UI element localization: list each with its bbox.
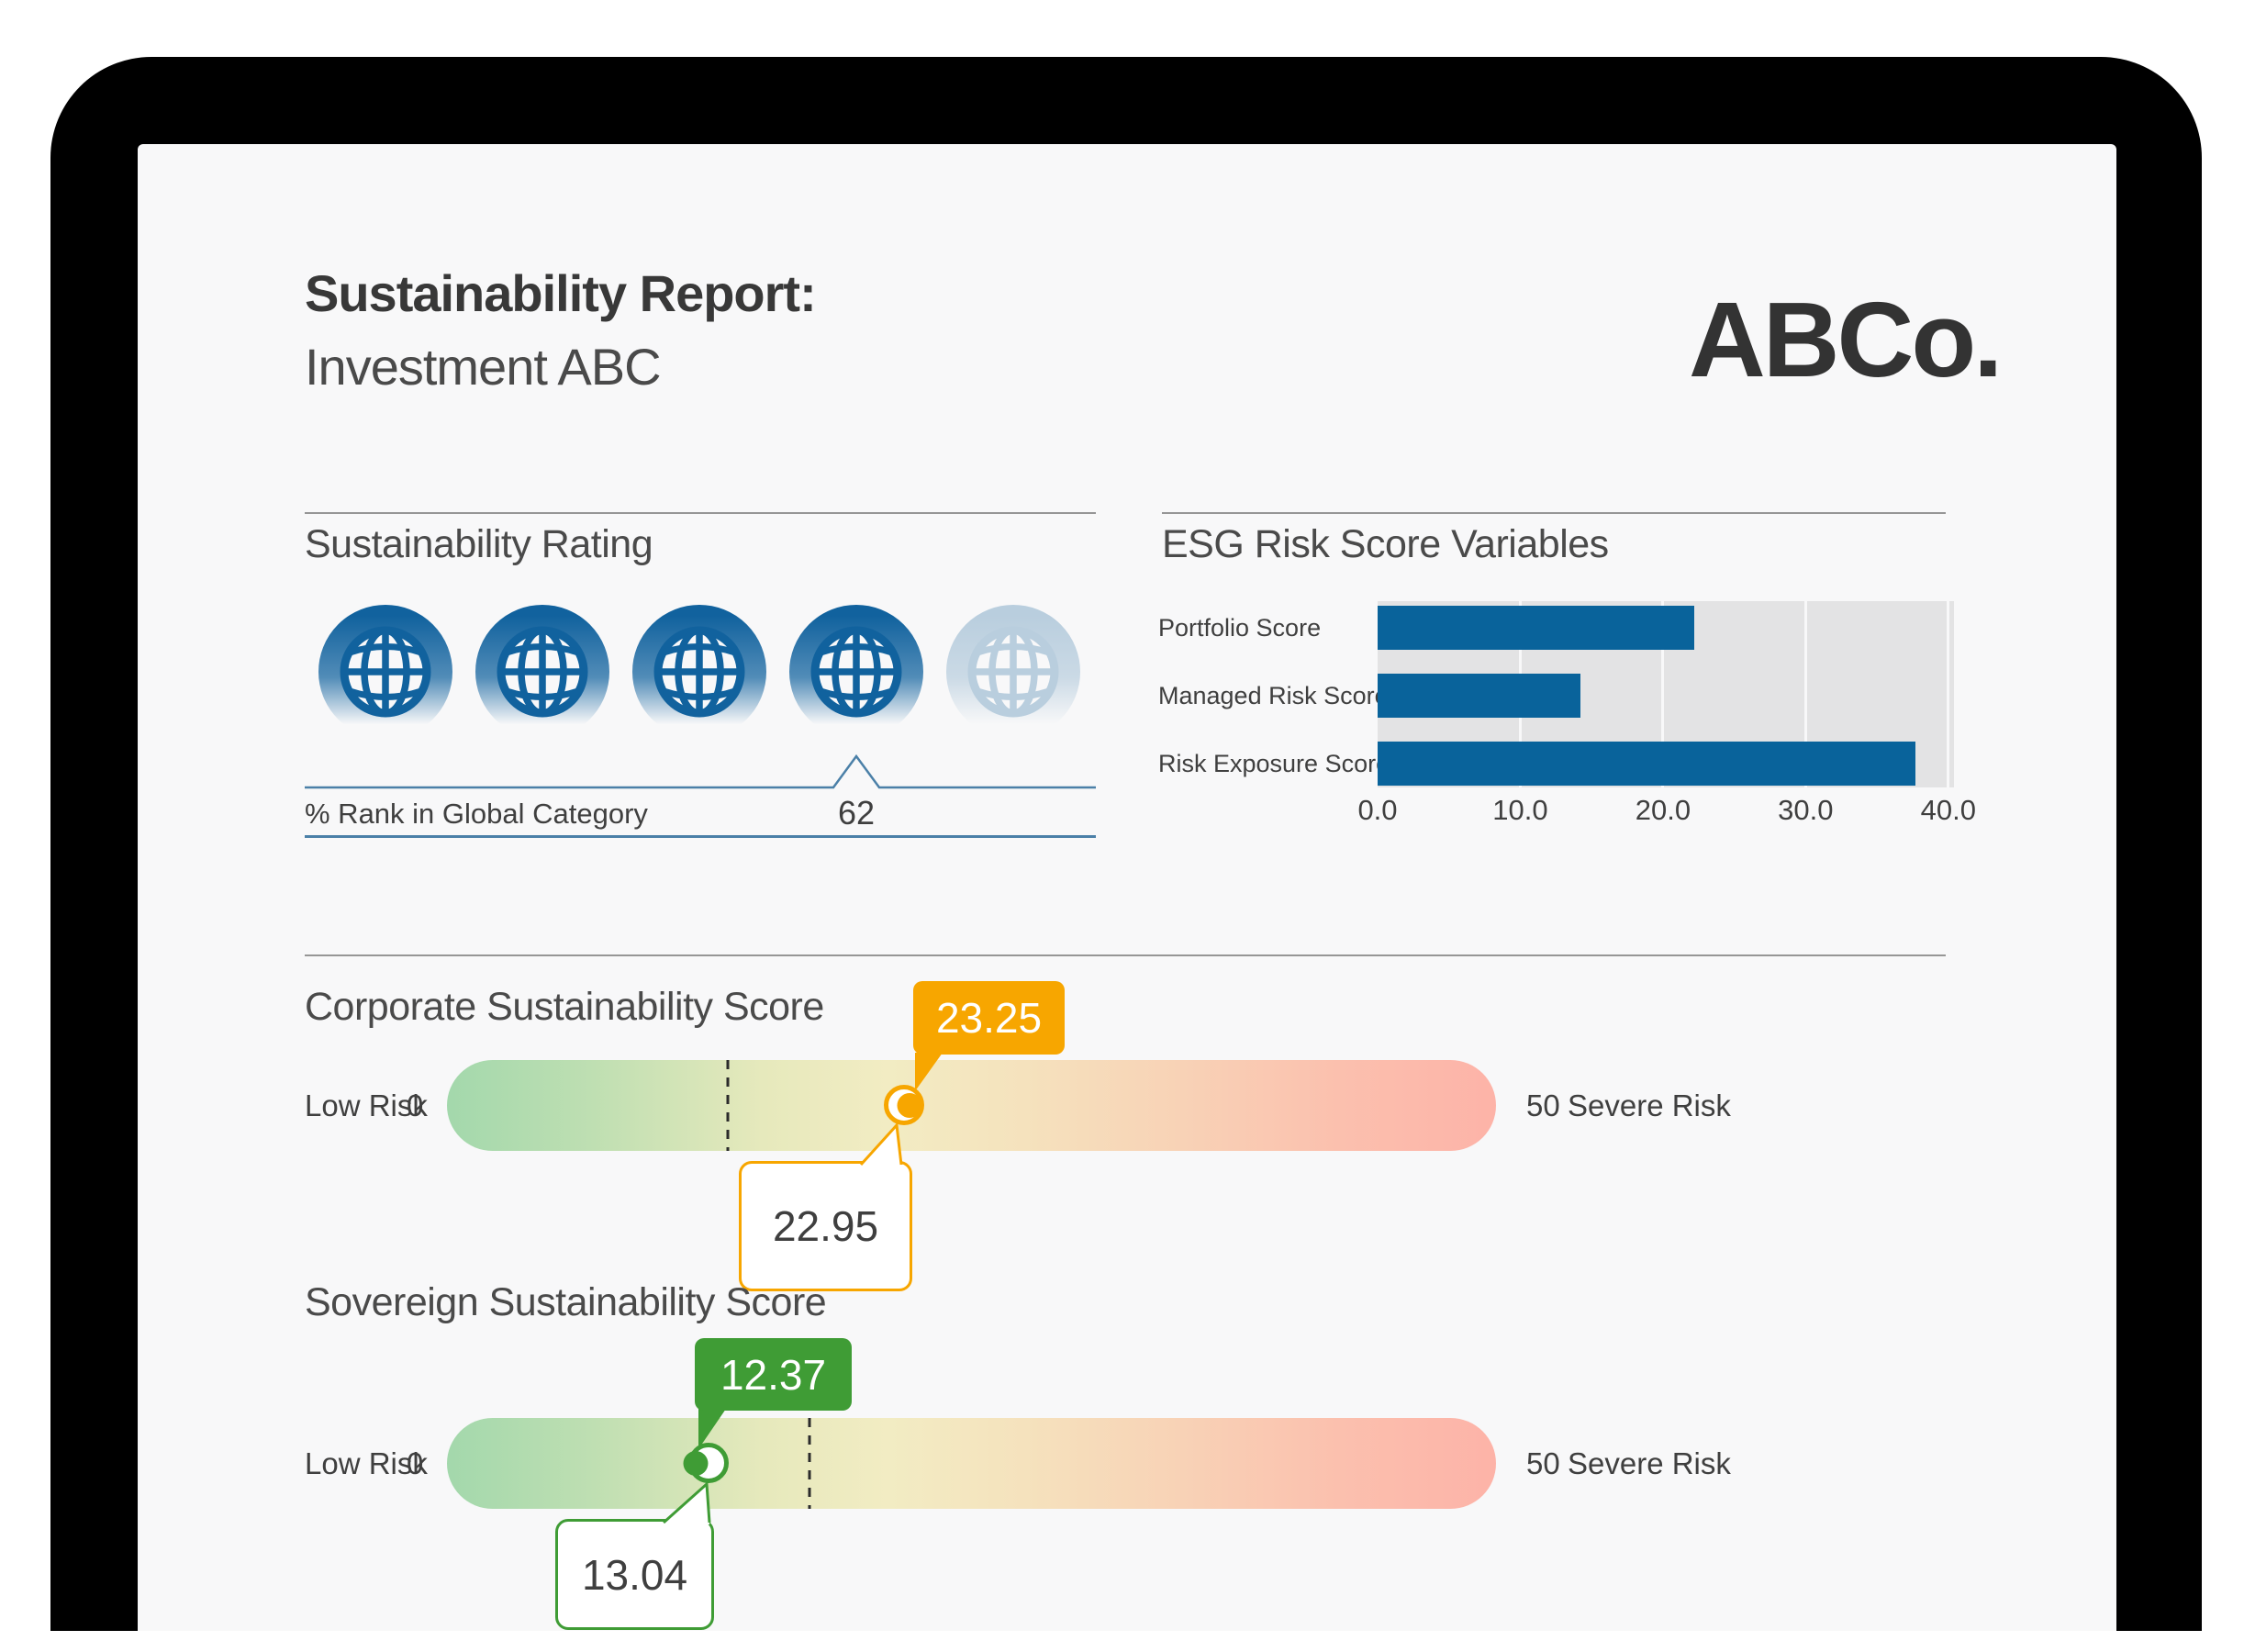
- rank-value: 62: [837, 794, 876, 832]
- sovereign-risk-gradient-bar: [447, 1418, 1496, 1509]
- corporate-low-risk-label: Low Risk: [305, 1088, 428, 1122]
- report-title-line1: Sustainability Report:: [305, 264, 817, 322]
- globe-icon-filled: [632, 605, 766, 739]
- sovereign-callout-tail: [663, 1480, 711, 1524]
- globe-rating: [317, 603, 1082, 741]
- report-screen: Sustainability Report: Investment ABC AB…: [138, 144, 2116, 1631]
- sovereign-bubble-tail: [698, 1409, 726, 1449]
- sovereign-min-label: 0: [407, 1446, 424, 1480]
- globe-icon-filled: [475, 605, 609, 739]
- rating-section-rule: [305, 512, 1096, 514]
- corporate-callout-tail: [859, 1122, 903, 1166]
- corporate-section-title: Corporate Sustainability Score: [305, 985, 824, 1029]
- esg-bar-chart: [1378, 601, 1954, 787]
- x-axis-tick-label: 20.0: [1635, 794, 1691, 826]
- esg-chart-title: ESG Risk Score Variables: [1162, 522, 1609, 566]
- corporate-top-value-bubble: 23.25: [913, 981, 1065, 1055]
- sovereign-severe-risk-label: Severe Risk: [1568, 1446, 1731, 1480]
- rating-section-title: Sustainability Rating: [305, 522, 653, 566]
- sovereign-dot-marker[interactable]: [683, 1451, 709, 1476]
- bar-portfolio-score: [1378, 606, 1695, 650]
- corporate-min-label: 0: [407, 1088, 424, 1122]
- bar-managed-risk-score: [1378, 674, 1580, 718]
- chart-gridline: [1947, 601, 1950, 787]
- rating-bottom-rule: [305, 835, 1096, 838]
- report-title-line2: Investment ABC: [305, 338, 662, 396]
- section-divider: [305, 954, 1946, 956]
- sovereign-bottom-value-callout: 13.04: [555, 1519, 714, 1630]
- globe-icon-filled: [789, 605, 923, 739]
- corporate-benchmark-dashed-line: [726, 1060, 730, 1151]
- esg-section-rule: [1162, 512, 1946, 514]
- sovereign-section-title: Sovereign Sustainability Score: [305, 1280, 827, 1324]
- corporate-bottom-value-callout: 22.95: [739, 1161, 912, 1291]
- x-axis-tick-label: 40.0: [1920, 794, 1976, 826]
- corporate-risk-gradient-bar: [447, 1060, 1496, 1151]
- sovereign-benchmark-dashed-line: [808, 1418, 811, 1509]
- corporate-dot-marker[interactable]: [897, 1093, 922, 1118]
- sovereign-low-risk-label: Low Risk: [305, 1446, 428, 1480]
- corporate-ring-marker[interactable]: [884, 1085, 925, 1125]
- esg-chart-category-labels: Portfolio Score Managed Risk Score Risk Ex…: [1158, 601, 1390, 787]
- globe-icon-empty: [946, 605, 1080, 739]
- esg-chart-x-axis: 0.0 10.0 20.0 30.0 40.0: [1357, 794, 1976, 831]
- x-axis-tick-label: 0.0: [1357, 794, 1398, 826]
- chart-gridline: [1661, 601, 1665, 787]
- company-logo: ABCo.: [1689, 280, 2003, 399]
- chart-gridline: [1803, 601, 1807, 787]
- x-axis-tick-label: 10.0: [1492, 794, 1548, 826]
- bar-risk-exposure-score: [1378, 742, 1916, 786]
- x-axis-tick-label: 30.0: [1778, 794, 1834, 826]
- globe-icon-filled: [318, 605, 452, 739]
- chart-category-label: Managed Risk Score: [1158, 682, 1389, 709]
- chart-category-label: Portfolio Score: [1158, 614, 1322, 642]
- corporate-max-label: 50: [1526, 1088, 1560, 1122]
- rank-label: % Rank in Global Category: [305, 798, 648, 830]
- corporate-bubble-tail: [915, 1053, 943, 1091]
- tablet-frame: Sustainability Report: Investment ABC AB…: [50, 57, 2202, 1631]
- sovereign-top-value-bubble: 12.37: [695, 1338, 852, 1411]
- corporate-severe-risk-label: Severe Risk: [1568, 1088, 1731, 1122]
- sovereign-max-label: 50: [1526, 1446, 1560, 1480]
- sovereign-ring-marker[interactable]: [687, 1443, 729, 1483]
- rank-pointer-line: [305, 753, 1096, 789]
- chart-category-label: Risk Exposure Score: [1158, 750, 1390, 777]
